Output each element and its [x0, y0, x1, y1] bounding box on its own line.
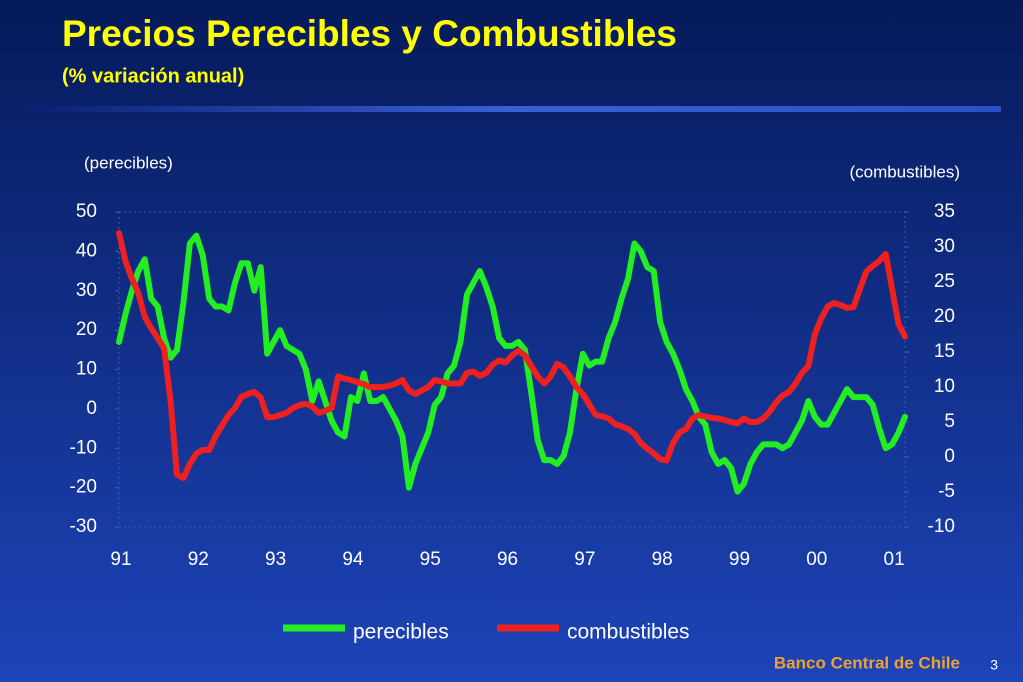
y-tick-label: -20 [70, 477, 97, 498]
y-tick-label: 40 [76, 240, 97, 261]
chart-title: Precios Perecibles y Combustibles [62, 13, 677, 54]
legend-label: combustibles [567, 621, 690, 644]
y2-tick-label: 30 [934, 236, 955, 257]
y2-tick-label: 15 [934, 341, 955, 362]
x-tick-label: 01 [884, 549, 905, 570]
y2-tick-label: -5 [938, 481, 955, 502]
plot: -30-20-1001020304050-10-5051015202530359… [70, 201, 955, 644]
header-rule [22, 106, 1001, 112]
y2-tick-label: 0 [944, 446, 955, 467]
footer-source: Banco Central de Chile [774, 653, 960, 672]
page-number: 3 [990, 657, 998, 673]
x-tick-label: 92 [188, 549, 209, 570]
y2-tick-label: 25 [934, 271, 955, 292]
y2-tick-label: 10 [934, 376, 955, 397]
y-tick-label: 20 [76, 319, 97, 340]
legend-label: perecibles [353, 621, 449, 644]
chart-subtitle: (% variación anual) [62, 65, 244, 87]
y-tick-label: 30 [76, 280, 97, 301]
y-tick-label: -30 [70, 516, 97, 537]
x-tick-label: 91 [110, 549, 131, 570]
x-tick-label: 96 [497, 549, 518, 570]
y-tick-label: 10 [76, 359, 97, 380]
x-tick-label: 98 [652, 549, 673, 570]
y2-tick-label: 20 [934, 306, 955, 327]
x-tick-label: 93 [265, 549, 286, 570]
y-tick-label: 50 [76, 201, 97, 222]
y-tick-label: -10 [70, 437, 97, 458]
y-axis-label: (perecibles) [84, 153, 173, 172]
x-tick-label: 00 [806, 549, 827, 570]
y2-tick-label: 35 [934, 201, 955, 222]
y2-tick-label: -10 [928, 516, 955, 537]
series-line [116, 232, 908, 495]
y-tick-label: 0 [86, 398, 97, 419]
y2-tick-label: 5 [944, 411, 955, 432]
x-tick-label: 94 [342, 549, 364, 570]
series-line [116, 230, 908, 481]
x-tick-label: 97 [574, 549, 595, 570]
y2-axis-label: (combustibles) [849, 162, 960, 181]
x-tick-label: 99 [729, 549, 750, 570]
x-tick-label: 95 [420, 549, 441, 570]
